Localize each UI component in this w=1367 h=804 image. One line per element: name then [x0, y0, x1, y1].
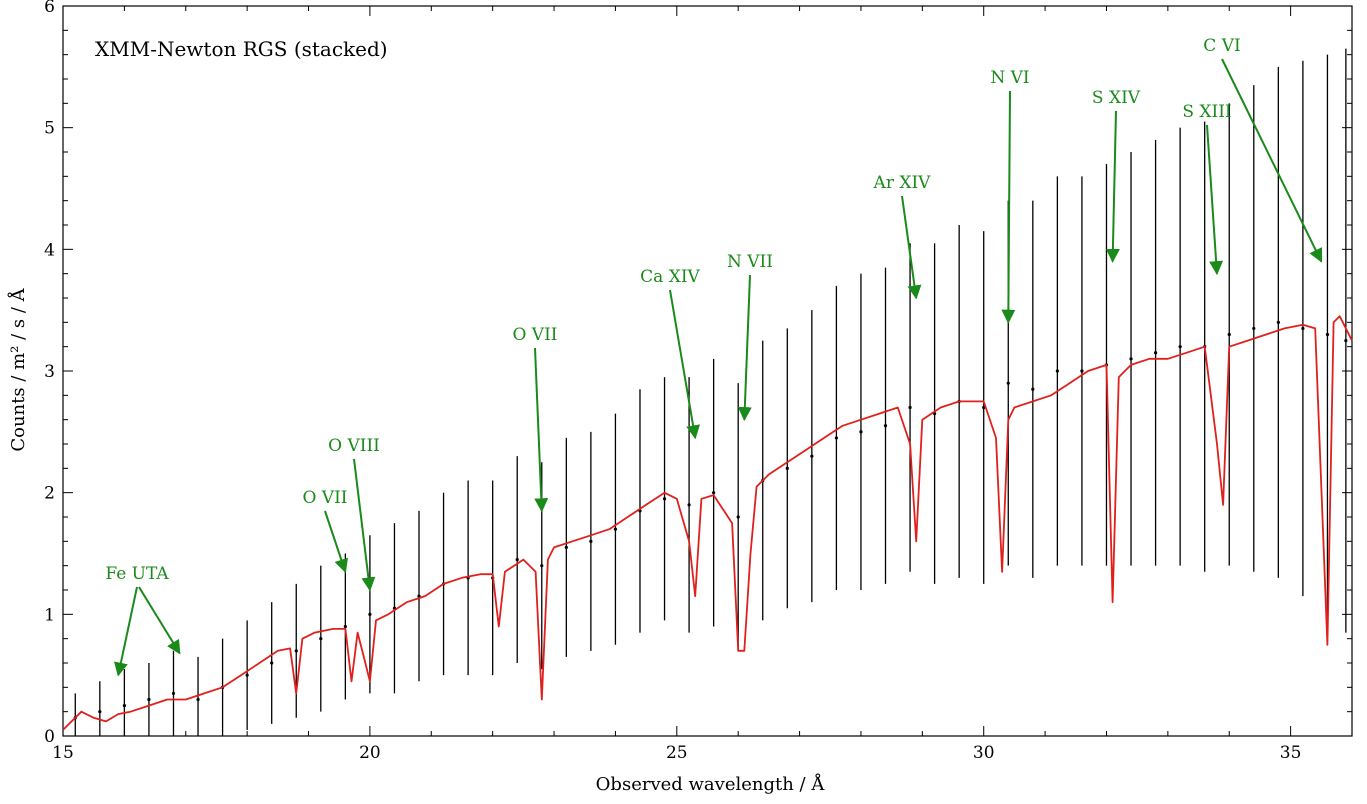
data-point	[859, 430, 863, 434]
y-tick-label: 5	[44, 119, 55, 139]
data-point	[908, 405, 912, 410]
annotation-arrow	[324, 510, 348, 574]
annotation-arrow	[1001, 90, 1016, 324]
annotation-arrow	[114, 586, 138, 677]
data-point	[1055, 369, 1059, 373]
data-point	[368, 612, 372, 616]
annotation-arrow	[534, 347, 549, 513]
x-tick-label: 25	[666, 743, 688, 763]
x-tick-label: 35	[1280, 743, 1302, 763]
data-point	[810, 454, 814, 458]
annotation-arrow	[737, 274, 752, 422]
annotation-arrow	[353, 458, 376, 592]
annotation-label: C VI	[1203, 36, 1240, 56]
annotation-label: S XIII	[1182, 102, 1231, 122]
data-point	[1344, 338, 1348, 343]
annotation-arrow	[669, 289, 701, 440]
annotation-label: Ar XIV	[873, 173, 932, 193]
data-point	[589, 539, 593, 543]
line-annotations: Fe UTA O VII O VIII O VII Ca XIV N VII Ar XIV N…	[105, 36, 1323, 677]
annotation-arrow	[1105, 110, 1120, 263]
y-tick-label: 3	[44, 362, 55, 382]
y-tick-label: 1	[44, 605, 55, 625]
x-tick-label: 15	[52, 743, 74, 763]
data-point	[1080, 369, 1084, 373]
data-point	[1031, 387, 1035, 391]
data-point	[883, 424, 888, 428]
data-point	[319, 637, 323, 641]
annotation-label: Ca XIV	[640, 267, 700, 287]
chart-title: XMM-Newton RGS (stacked)	[95, 37, 388, 61]
data-point	[1153, 351, 1158, 355]
annotation-label: N VII	[727, 252, 773, 272]
data-point	[1276, 320, 1280, 324]
annotation-label: O VIII	[328, 436, 380, 456]
data-point	[834, 436, 839, 440]
data-point	[171, 691, 176, 696]
x-tick-label: 30	[973, 743, 995, 763]
annotation-arrow	[1206, 124, 1224, 276]
annotation-label: O VII	[512, 325, 557, 345]
data-points	[73, 48, 1348, 736]
data-point	[270, 661, 274, 665]
data-point	[662, 497, 667, 501]
data-point	[147, 697, 151, 702]
data-point	[785, 466, 789, 470]
axes: 15 20 25 30 35 0 1 2 3 4 5 6	[44, 0, 1353, 763]
y-tick-label: 6	[44, 0, 55, 17]
data-point	[343, 624, 347, 629]
data-point	[1227, 332, 1231, 337]
data-point	[1129, 357, 1133, 361]
annotation-arrow	[901, 195, 922, 300]
annotation-label: O VII	[302, 488, 347, 508]
annotation-arrow	[138, 586, 181, 655]
data-point	[540, 564, 544, 568]
data-point	[1252, 326, 1256, 331]
annotation-arrow	[1221, 58, 1323, 263]
data-point	[1301, 326, 1305, 331]
plot-frame	[62, 5, 1353, 737]
annotation-label: S XIV	[1092, 88, 1141, 108]
data-point	[712, 491, 716, 495]
data-point	[1325, 332, 1330, 337]
data-point	[122, 703, 126, 708]
data-point	[564, 545, 568, 550]
data-point	[294, 649, 298, 653]
data-point	[687, 503, 691, 507]
x-axis-label: Observed wavelength / Å	[596, 773, 826, 795]
y-tick-label: 2	[44, 484, 55, 504]
model-line	[62, 315, 1353, 731]
x-tick-label: 20	[359, 743, 381, 763]
data-point	[1006, 381, 1010, 385]
y-axis-label: Counts / m² / s / Å	[7, 287, 29, 451]
data-point	[245, 673, 249, 677]
data-point	[736, 515, 740, 519]
annotation-label: Fe UTA	[105, 564, 169, 584]
y-tick-label: 0	[44, 727, 55, 747]
data-point	[515, 557, 519, 562]
data-point	[613, 527, 618, 531]
data-point	[417, 594, 421, 598]
data-point	[1178, 345, 1182, 349]
y-tick-label: 4	[44, 240, 55, 260]
data-point	[98, 710, 102, 714]
data-point	[982, 405, 986, 410]
data-point	[196, 697, 200, 702]
model-curve	[62, 315, 1353, 731]
annotation-label: N VI	[990, 68, 1029, 88]
